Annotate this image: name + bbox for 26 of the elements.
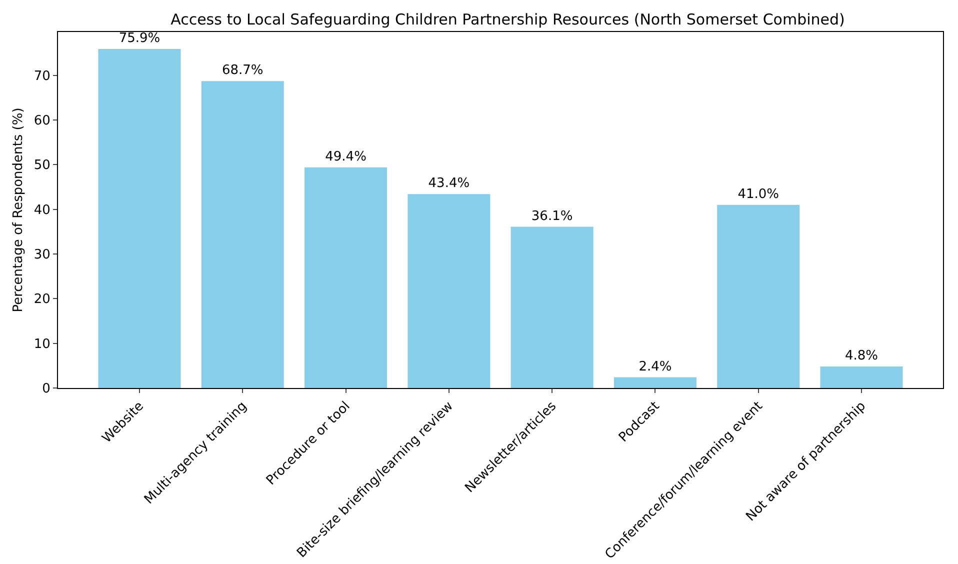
y-tick-label: 60: [34, 114, 50, 129]
bar: [408, 194, 490, 388]
data-label: 41.0%: [738, 186, 780, 202]
data-label: 2.4%: [638, 359, 672, 374]
bar: [201, 81, 284, 388]
y-tick-label: 20: [34, 292, 50, 308]
data-label: 68.7%: [222, 63, 264, 78]
bar: [614, 377, 696, 388]
bar: [510, 226, 594, 388]
y-axis-title: Percentage of Respondents (%): [11, 108, 26, 312]
y-tick-label: 50: [34, 158, 50, 174]
y-tick-label: 10: [34, 336, 50, 352]
bar: [717, 204, 800, 388]
data-label: 49.4%: [325, 149, 366, 164]
data-label: 75.9%: [118, 30, 160, 46]
bar: [820, 366, 903, 388]
data-label: 4.8%: [845, 348, 878, 364]
bar: [98, 48, 181, 388]
chart-title: Access to Local Safeguarding Children Partnership Resources (North Somerset Combined): [170, 10, 845, 29]
data-label: 36.1%: [531, 208, 573, 224]
y-tick-label: 40: [34, 202, 50, 218]
y-tick-label: 0: [42, 382, 50, 397]
y-tick-label: 30: [34, 248, 50, 263]
data-label: 43.4%: [428, 176, 470, 192]
bar: [304, 167, 388, 388]
y-tick-label: 70: [34, 68, 50, 84]
